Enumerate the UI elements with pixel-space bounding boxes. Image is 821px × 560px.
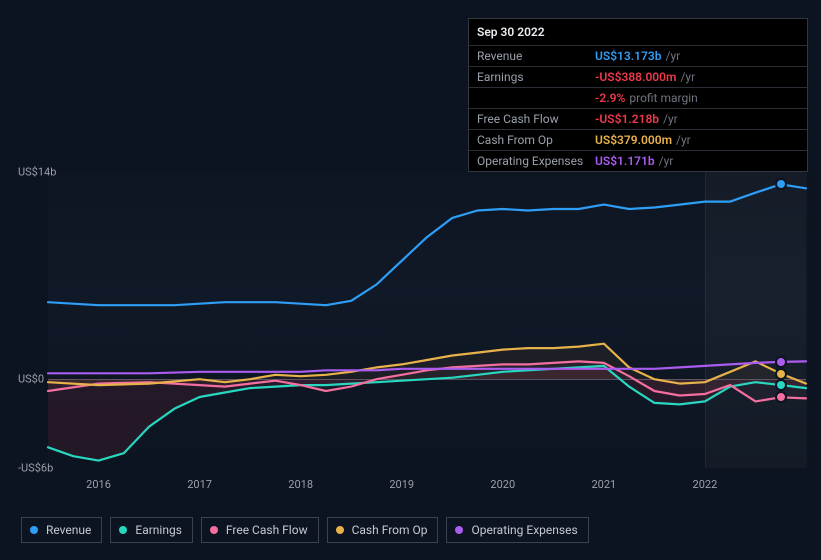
tooltip-row-value: US$13.173b xyxy=(595,49,662,63)
tooltip-row-suffix: /yr xyxy=(680,70,695,84)
y-axis-label: -US$6b xyxy=(18,462,53,475)
tooltip-row: -2.9% profit margin xyxy=(469,87,807,108)
legend-label: Earnings xyxy=(135,523,182,537)
legend-label: Cash From Op xyxy=(352,523,428,537)
tooltip-row-label: Revenue xyxy=(477,49,595,63)
legend-item[interactable]: Cash From Op xyxy=(327,517,439,543)
tooltip-row-value: US$379.000m xyxy=(595,133,672,147)
legend-item[interactable]: Revenue xyxy=(21,517,102,543)
legend-swatch-icon xyxy=(30,526,38,534)
chart-legend: Revenue Earnings Free Cash Flow Cash From O… xyxy=(21,517,589,543)
tooltip-row-value: -US$1.218b xyxy=(595,112,659,126)
x-axis-label: 2021 xyxy=(591,478,616,491)
tooltip-row-label: Free Cash Flow xyxy=(477,112,595,126)
tooltip-row-suffix: /yr xyxy=(663,112,678,126)
legend-swatch-icon xyxy=(336,526,344,534)
legend-label: Free Cash Flow xyxy=(226,523,308,537)
legend-swatch-icon xyxy=(119,526,127,534)
financial-chart[interactable]: US$14b US$0 -US$6b 2016 2017 2018 2019 2020 2021… xyxy=(18,160,808,495)
tooltip-row-suffix: /yr xyxy=(676,133,691,147)
chart-tooltip: Sep 30 2022 RevenueUS$13.173b/yrEarnings… xyxy=(468,18,808,172)
legend-swatch-icon xyxy=(210,526,218,534)
x-axis-label: 2019 xyxy=(389,478,414,491)
x-axis-label: 2018 xyxy=(288,478,313,491)
tooltip-row-suffix: /yr xyxy=(666,49,681,63)
tooltip-row-label: Cash From Op xyxy=(477,133,595,147)
x-axis-label: 2017 xyxy=(187,478,212,491)
chart-marker-dot xyxy=(775,379,787,391)
y-axis-label: US$14b xyxy=(18,166,56,179)
legend-swatch-icon xyxy=(455,526,463,534)
x-axis-label: 2020 xyxy=(490,478,515,491)
tooltip-row-value: -US$388.000m xyxy=(595,70,676,84)
chart-marker-dot xyxy=(775,178,787,190)
y-axis-label: US$0 xyxy=(18,373,44,386)
tooltip-rows: RevenueUS$13.173b/yrEarnings-US$388.000m… xyxy=(469,45,807,171)
legend-label: Operating Expenses xyxy=(471,523,577,537)
chart-marker-dot xyxy=(775,391,787,403)
legend-label: Revenue xyxy=(46,523,91,537)
chart-svg xyxy=(48,172,806,468)
tooltip-row-value: -2.9% xyxy=(595,91,625,105)
chart-plot-area[interactable] xyxy=(48,172,806,468)
chart-marker-dot xyxy=(775,368,787,380)
x-axis-label: 2022 xyxy=(693,478,718,491)
tooltip-date: Sep 30 2022 xyxy=(469,19,807,45)
legend-item[interactable]: Free Cash Flow xyxy=(201,517,319,543)
tooltip-row: Free Cash Flow-US$1.218b/yr xyxy=(469,108,807,129)
tooltip-row: RevenueUS$13.173b/yr xyxy=(469,45,807,66)
tooltip-row: Cash From OpUS$379.000m/yr xyxy=(469,129,807,150)
chart-marker-dot xyxy=(775,356,787,368)
tooltip-row: Earnings-US$388.000m/yr xyxy=(469,66,807,87)
legend-item[interactable]: Earnings xyxy=(110,517,193,543)
x-axis-label: 2016 xyxy=(86,478,111,491)
legend-item[interactable]: Operating Expenses xyxy=(446,517,588,543)
tooltip-row-suffix: profit margin xyxy=(629,91,697,105)
tooltip-row-label: Earnings xyxy=(477,70,595,84)
